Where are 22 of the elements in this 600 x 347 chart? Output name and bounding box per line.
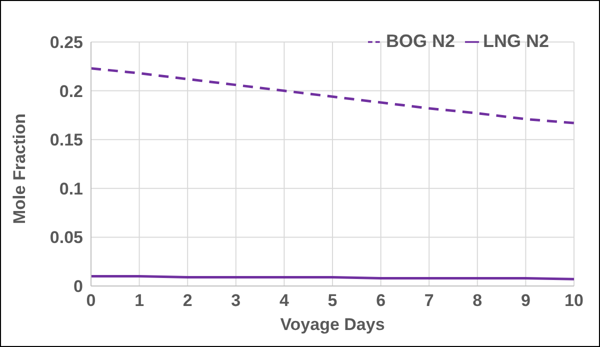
x-tick-label: 3 [231,291,241,310]
x-axis-title: Voyage Days [280,315,385,334]
x-tick-label: 2 [182,291,192,310]
legend-label: LNG N2 [482,31,549,51]
x-tick-label: 6 [376,291,386,310]
x-tick-label: 10 [564,291,584,310]
line-series [91,67,574,124]
y-tick-label: 0.25 [50,33,83,52]
x-tick-label: 0 [86,291,96,310]
legend-label: BOG N2 [386,31,455,51]
x-tick-label: 7 [424,291,434,310]
y-tick-label: 0.15 [50,130,83,150]
x-tick-label: 1 [134,291,144,310]
x-tick-label: 9 [520,291,530,310]
x-tick-label: 4 [279,291,290,310]
x-tick-label: 8 [472,291,482,310]
y-tick-label: 0.05 [50,228,83,248]
y-tick-label: 0 [74,277,83,296]
y-tick-label: 0.1 [59,179,83,198]
x-tick-label: 5 [328,291,338,310]
y-axis-title: Mole Fraction [10,113,30,224]
y-tick-label: 0.2 [59,82,83,101]
